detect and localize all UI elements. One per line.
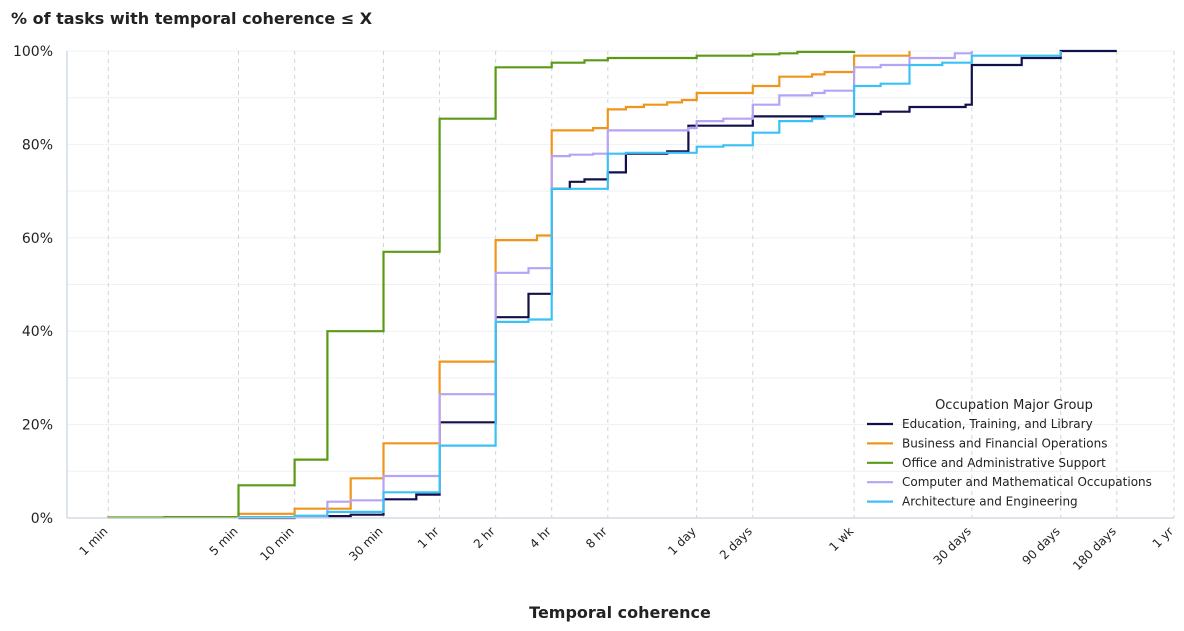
series-line (107, 50, 856, 519)
axes (66, 51, 1174, 519)
x-tick-label: 1 hr (415, 524, 442, 551)
x-tick-label: 8 hr (583, 524, 610, 551)
legend-label: Business and Financial Operations (902, 436, 1107, 450)
legend-label: Office and Administrative Support (902, 456, 1106, 470)
series-line (237, 51, 973, 519)
y-tick-label: 40% (22, 324, 53, 340)
x-axis-label: Temporal coherence (529, 603, 711, 622)
x-ticks: 1 min 5 min 10 min 30 min 1 hr 2 hr 4 hr 8 hr 1 … (76, 524, 1176, 573)
legend-label: Architecture and Engineering (902, 495, 1078, 509)
legend: Occupation Major Group Education, Traini… (867, 398, 1152, 509)
x-tick-label: 5 min (207, 524, 241, 558)
series-layer (107, 49, 1117, 520)
x-tick-label: 180 days (1070, 524, 1119, 573)
series-line (237, 51, 911, 518)
x-tick-label: 1 yr (1150, 524, 1177, 551)
legend-label: Education, Training, and Library (902, 417, 1093, 431)
x-tick-label: 2 days (717, 524, 755, 562)
y-tick-label: 60% (22, 231, 53, 247)
x-tick-label: 10 min (257, 524, 296, 563)
y-tick-label: 100% (13, 44, 53, 60)
series-line (238, 49, 1117, 520)
x-tick-label: 4 hr (527, 524, 554, 551)
x-tick-label: 1 wk (826, 524, 856, 554)
x-tick-label: 2 hr (471, 524, 498, 551)
legend-title: Occupation Major Group (935, 398, 1093, 413)
legend-label: Computer and Mathematical Occupations (902, 475, 1152, 489)
y-ticks: 0% 20% 40% 60% 80% 100% (13, 44, 53, 527)
series-line (237, 51, 1062, 519)
x-tick-label: 30 days (931, 524, 974, 567)
y-tick-label: 0% (31, 511, 53, 527)
x-tick-label: 90 days (1019, 524, 1062, 567)
chart-title: % of tasks with temporal coherence ≤ X (11, 9, 373, 28)
x-tick-label: 30 min (346, 524, 385, 563)
x-tick-label: 1 min (76, 524, 110, 558)
x-tick-label: 1 day (665, 524, 699, 558)
y-tick-label: 20% (22, 418, 53, 434)
y-tick-label: 80% (22, 137, 53, 153)
